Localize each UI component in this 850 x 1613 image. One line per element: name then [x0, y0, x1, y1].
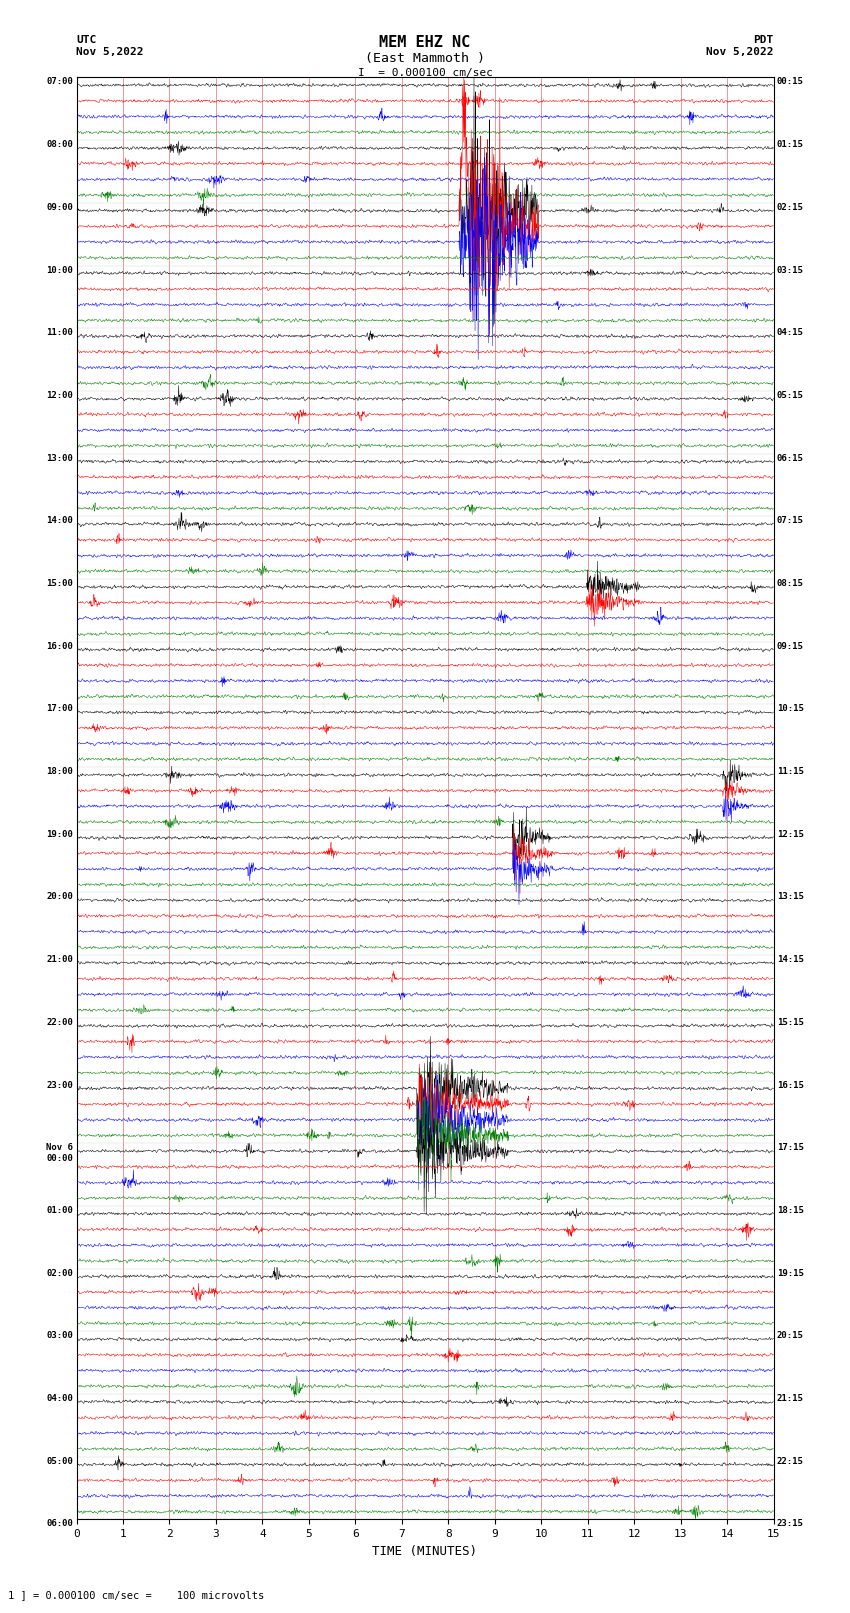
- Text: 07:15: 07:15: [777, 516, 804, 526]
- Text: 04:00: 04:00: [46, 1394, 73, 1403]
- Text: 03:00: 03:00: [46, 1331, 73, 1340]
- Text: 17:00: 17:00: [46, 705, 73, 713]
- Text: 13:15: 13:15: [777, 892, 804, 902]
- Text: 22:00: 22:00: [46, 1018, 73, 1027]
- Text: 04:15: 04:15: [777, 327, 804, 337]
- Text: 23:00: 23:00: [46, 1081, 73, 1089]
- Text: 14:15: 14:15: [777, 955, 804, 965]
- Text: 06:00: 06:00: [46, 1519, 73, 1529]
- Text: 11:00: 11:00: [46, 327, 73, 337]
- Text: 16:00: 16:00: [46, 642, 73, 650]
- Text: 20:15: 20:15: [777, 1331, 804, 1340]
- Text: 06:15: 06:15: [777, 453, 804, 463]
- Text: 09:15: 09:15: [777, 642, 804, 650]
- Text: 08:15: 08:15: [777, 579, 804, 589]
- Text: 01:15: 01:15: [777, 140, 804, 148]
- Text: I  = 0.000100 cm/sec: I = 0.000100 cm/sec: [358, 68, 492, 77]
- Text: PDT
Nov 5,2022: PDT Nov 5,2022: [706, 35, 774, 56]
- Text: 23:15: 23:15: [777, 1519, 804, 1529]
- Text: 09:00: 09:00: [46, 203, 73, 211]
- Text: 17:15: 17:15: [777, 1144, 804, 1152]
- Text: 13:00: 13:00: [46, 453, 73, 463]
- Text: 00:15: 00:15: [777, 77, 804, 87]
- Text: 19:00: 19:00: [46, 829, 73, 839]
- Text: 1 ] = 0.000100 cm/sec =    100 microvolts: 1 ] = 0.000100 cm/sec = 100 microvolts: [8, 1590, 264, 1600]
- Text: 07:00: 07:00: [46, 77, 73, 87]
- Text: MEM EHZ NC: MEM EHZ NC: [379, 35, 471, 50]
- Text: 02:00: 02:00: [46, 1269, 73, 1277]
- Text: 05:15: 05:15: [777, 390, 804, 400]
- Text: 08:00: 08:00: [46, 140, 73, 148]
- Text: Nov 6
00:00: Nov 6 00:00: [46, 1144, 73, 1163]
- Text: 15:15: 15:15: [777, 1018, 804, 1027]
- X-axis label: TIME (MINUTES): TIME (MINUTES): [372, 1545, 478, 1558]
- Text: 18:15: 18:15: [777, 1207, 804, 1215]
- Text: 21:15: 21:15: [777, 1394, 804, 1403]
- Text: 14:00: 14:00: [46, 516, 73, 526]
- Text: 18:00: 18:00: [46, 768, 73, 776]
- Text: 10:00: 10:00: [46, 266, 73, 274]
- Text: UTC
Nov 5,2022: UTC Nov 5,2022: [76, 35, 144, 56]
- Text: 22:15: 22:15: [777, 1457, 804, 1466]
- Text: 11:15: 11:15: [777, 768, 804, 776]
- Text: 12:15: 12:15: [777, 829, 804, 839]
- Text: 02:15: 02:15: [777, 203, 804, 211]
- Text: 03:15: 03:15: [777, 266, 804, 274]
- Text: 05:00: 05:00: [46, 1457, 73, 1466]
- Text: 15:00: 15:00: [46, 579, 73, 589]
- Text: 19:15: 19:15: [777, 1269, 804, 1277]
- Text: 20:00: 20:00: [46, 892, 73, 902]
- Text: 12:00: 12:00: [46, 390, 73, 400]
- Text: (East Mammoth ): (East Mammoth ): [365, 52, 485, 65]
- Text: 21:00: 21:00: [46, 955, 73, 965]
- Text: 10:15: 10:15: [777, 705, 804, 713]
- Text: 01:00: 01:00: [46, 1207, 73, 1215]
- Text: 16:15: 16:15: [777, 1081, 804, 1089]
